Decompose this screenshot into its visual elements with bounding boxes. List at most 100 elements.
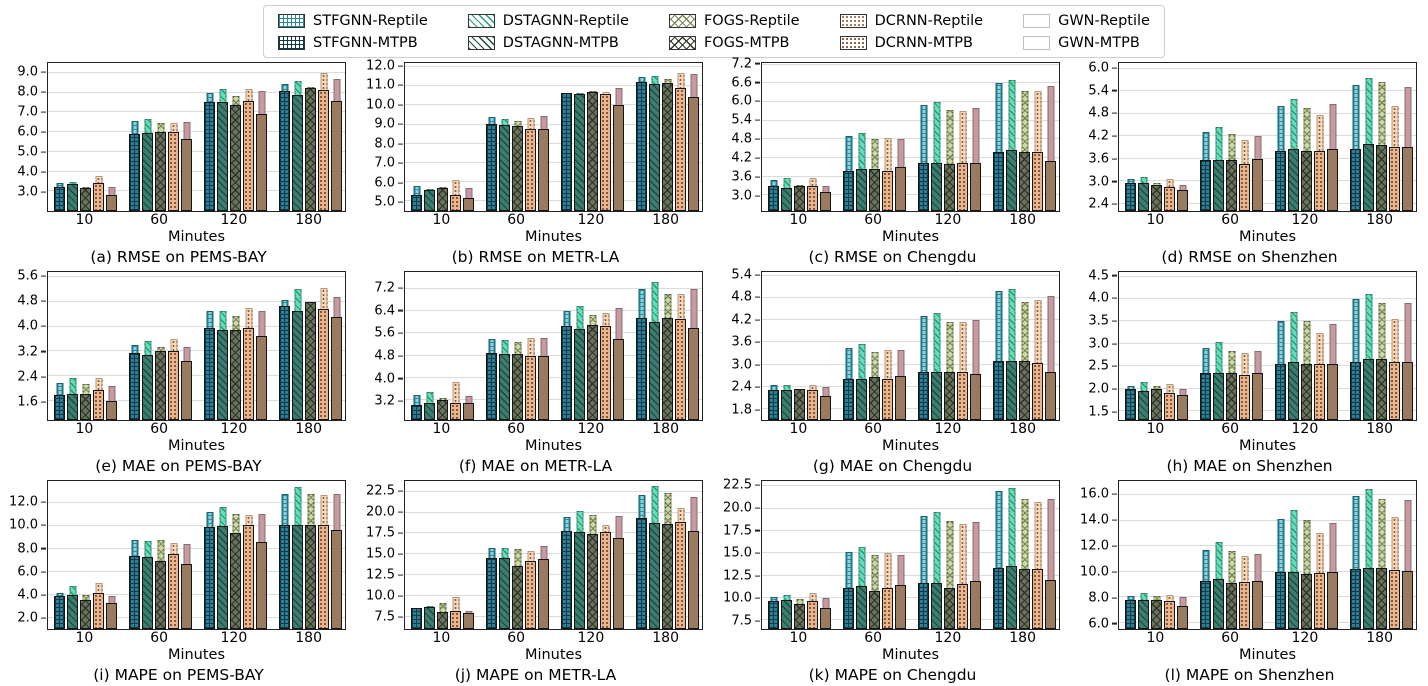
bar-FOGS-MTPB bbox=[1151, 184, 1162, 211]
legend-label: GWN-Reptile bbox=[1058, 12, 1150, 29]
bar-pair bbox=[181, 63, 192, 211]
gridline bbox=[762, 194, 1059, 196]
bar-pair bbox=[411, 63, 422, 211]
bar-STFGNN-MTPB bbox=[1275, 151, 1286, 211]
bar-STFGNN-MTPB bbox=[1275, 571, 1286, 629]
bar-pair bbox=[587, 63, 598, 211]
y-tick-label: 4.8 bbox=[17, 293, 38, 309]
x-tick-label: 10 bbox=[432, 421, 451, 437]
bar-pair bbox=[918, 63, 929, 211]
bar-pair bbox=[279, 63, 290, 211]
y-tick-label: 15.0 bbox=[366, 546, 395, 562]
bar-STFGNN-MTPB bbox=[54, 595, 65, 629]
subplot-h: 1.5 2.0 2.5 3.0 3.5 4.0 4.5 10 60 120 180 Minutes (h… bbox=[1071, 267, 1428, 476]
bar-pair bbox=[882, 272, 893, 420]
bar-pair bbox=[538, 272, 549, 420]
gridline bbox=[405, 377, 702, 379]
bar-pair bbox=[230, 272, 241, 420]
bar-STFGNN-MTPB bbox=[768, 601, 779, 629]
bar-group-60 bbox=[123, 481, 198, 629]
bar-pair bbox=[230, 63, 241, 211]
bar-pair bbox=[649, 481, 660, 629]
y-tick-label: 12.5 bbox=[723, 568, 752, 584]
bar-STFGNN-MTPB bbox=[129, 555, 140, 629]
bar-FOGS-MTPB bbox=[1301, 573, 1312, 629]
x-axis-title: Minutes bbox=[167, 647, 226, 663]
bar-FOGS-MTPB bbox=[230, 105, 241, 211]
y-tick-mark bbox=[41, 501, 46, 503]
bar-GWN-MTPB bbox=[613, 339, 624, 420]
bar-DSTAGNN-MTPB bbox=[574, 329, 585, 420]
bar-pair bbox=[675, 481, 686, 629]
bar-DCRNN-MTPB bbox=[1389, 570, 1400, 629]
bar-FOGS-MTPB bbox=[437, 611, 448, 629]
legend-swatch-icon bbox=[1023, 35, 1051, 50]
bar-pair bbox=[561, 272, 572, 420]
bar-FOGS-MTPB bbox=[944, 164, 955, 211]
subplot-caption: (j) MAPE on METR-LA bbox=[454, 666, 617, 684]
bar-FOGS-MTPB bbox=[155, 132, 166, 211]
plot-wrap: 1.8 2.4 3.0 3.6 4.2 4.8 5.4 bbox=[714, 268, 1071, 421]
y-tick-label: 8.0 bbox=[17, 84, 38, 100]
plot-wrap: 3.0 4.0 5.0 6.0 7.0 8.0 9.0 bbox=[0, 62, 357, 212]
x-tick-label: 10 bbox=[75, 212, 94, 228]
subplot-caption: (a) RMSE on PEMS-BAY bbox=[90, 248, 267, 266]
legend-label: FOGS-Reptile bbox=[703, 12, 800, 29]
bar-groups bbox=[1119, 481, 1416, 629]
bar-pair bbox=[1226, 63, 1237, 211]
y-axis: 7.5 10.0 12.5 15.0 17.5 20.0 22.5 bbox=[357, 480, 404, 630]
x-tick-label: 60 bbox=[1221, 630, 1240, 646]
bar-GWN-MTPB bbox=[688, 530, 699, 629]
bar-GWN-MTPB bbox=[1327, 149, 1338, 211]
bar-FOGS-MTPB bbox=[794, 186, 805, 211]
subplot-f: 3.2 4.0 4.8 5.6 6.4 7.2 10 60 120 180 Minutes (f) M… bbox=[357, 267, 714, 476]
bar-DSTAGNN-MTPB bbox=[424, 403, 435, 420]
y-tick-label: 10.0 bbox=[366, 588, 395, 604]
gridline bbox=[762, 485, 1059, 487]
gridline bbox=[48, 131, 345, 133]
bar-pair bbox=[142, 481, 153, 629]
y-tick-mark bbox=[755, 100, 760, 103]
gridline bbox=[762, 341, 1059, 343]
bar-group-60 bbox=[480, 481, 555, 629]
y-tick-label: 1.8 bbox=[731, 402, 752, 418]
gridline bbox=[1119, 157, 1416, 159]
bar-STFGNN-MTPB bbox=[411, 194, 422, 211]
bar-group-120 bbox=[1269, 63, 1344, 211]
bar-pair bbox=[794, 272, 805, 420]
bar-pair bbox=[305, 63, 316, 211]
bar-pair bbox=[649, 63, 660, 211]
bar-pair bbox=[587, 481, 598, 629]
bar-pair bbox=[1019, 481, 1030, 629]
bar-pair bbox=[80, 63, 91, 211]
gridline bbox=[762, 529, 1059, 531]
bar-group-10 bbox=[1119, 272, 1194, 420]
y-tick-label: 6.6 bbox=[731, 75, 752, 91]
bar-pair bbox=[463, 272, 474, 420]
x-tick-label: 10 bbox=[432, 630, 451, 646]
bar-pair bbox=[525, 63, 536, 211]
bar-groups bbox=[405, 63, 702, 211]
bar-DSTAGNN-MTPB bbox=[1006, 150, 1017, 211]
bar-pair bbox=[807, 481, 818, 629]
y-tick-mark bbox=[398, 201, 403, 203]
bar-groups bbox=[1119, 63, 1416, 211]
y-tick-label: 8.0 bbox=[17, 541, 38, 557]
gridline bbox=[762, 619, 1059, 621]
bar-DSTAGNN-MTPB bbox=[574, 531, 585, 629]
y-tick-mark bbox=[755, 319, 760, 321]
y-tick-mark bbox=[41, 151, 46, 153]
bar-STFGNN-MTPB bbox=[279, 524, 290, 629]
bar-STFGNN-MTPB bbox=[768, 186, 779, 211]
bar-pair bbox=[1402, 481, 1413, 629]
bar-GWN-MTPB bbox=[970, 162, 981, 211]
bar-DSTAGNN-MTPB bbox=[1006, 565, 1017, 629]
x-axis: 10 60 120 180 bbox=[1118, 213, 1417, 229]
gridline bbox=[1119, 387, 1416, 389]
gridline bbox=[405, 490, 702, 492]
bar-pair bbox=[450, 481, 461, 629]
y-tick-mark bbox=[755, 409, 760, 411]
gridline bbox=[48, 150, 345, 152]
bar-STFGNN-MTPB bbox=[129, 353, 140, 420]
subplot-caption: (d) RMSE on Shenzhen bbox=[1161, 248, 1338, 266]
